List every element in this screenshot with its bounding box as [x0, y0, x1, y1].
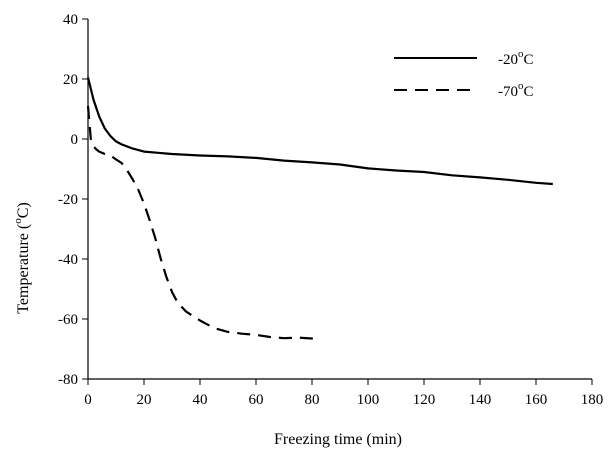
y-axis-title-sup: o — [12, 218, 24, 224]
x-tick-label: 0 — [84, 392, 92, 408]
legend-label-minus20: -20oC — [498, 48, 534, 68]
x-tick-label: 160 — [525, 392, 548, 408]
series-line-minus20 — [86, 77, 553, 186]
y-tick-label: 40 — [63, 12, 78, 28]
x-tick-label: 20 — [137, 392, 152, 408]
y-axis-title: Temperature (oC) — [12, 202, 32, 313]
series-line-minus70 — [86, 105, 321, 341]
x-tick-label: 120 — [413, 392, 436, 408]
x-tick-label: 60 — [249, 392, 264, 408]
x-axis-title: Freezing time (min) — [274, 431, 402, 448]
x-axis-ticks: 0 20 40 60 80 100 120 140 160 180 — [84, 379, 603, 408]
legend: -20oC -70oC — [394, 48, 534, 100]
y-tick-label: -20 — [58, 192, 78, 208]
y-tick-label: -60 — [58, 312, 78, 328]
y-axis-title-suffix: C) — [15, 202, 32, 218]
y-tick-label: -40 — [58, 252, 78, 268]
x-tick-label: 40 — [193, 392, 208, 408]
y-axis-title-prefix: Temperature ( — [15, 224, 32, 314]
legend-label-minus70: -70oC — [498, 80, 534, 100]
y-tick-label: 20 — [63, 72, 78, 88]
x-tick-label: 180 — [581, 392, 604, 408]
y-tick-label: -80 — [58, 372, 78, 388]
axes — [87, 19, 592, 380]
x-tick-label: 140 — [469, 392, 492, 408]
y-tick-label: 0 — [71, 132, 79, 148]
series-layer — [86, 77, 553, 341]
y-axis-ticks: 40 20 0 -20 -40 -60 -80 — [58, 12, 88, 388]
x-tick-label: 100 — [357, 392, 380, 408]
x-tick-label: 80 — [305, 392, 320, 408]
